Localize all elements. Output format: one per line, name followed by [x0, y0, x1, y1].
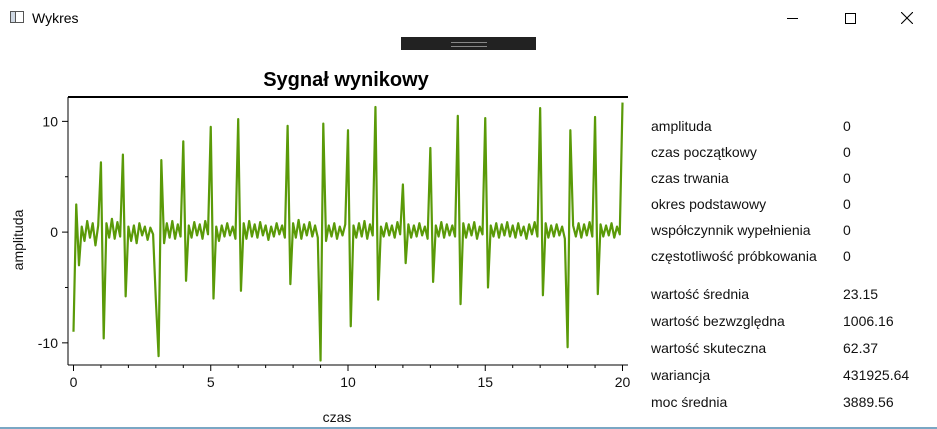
stat-row: wariancja 431925.64 [651, 367, 931, 387]
stat-value: 1006.16 [843, 313, 894, 329]
stat-row: współczynnik wypełnienia 0 [651, 222, 931, 242]
stat-label: współczynnik wypełnienia [651, 222, 811, 238]
stat-label: amplituda [651, 118, 712, 134]
stat-value: 23.15 [843, 286, 879, 302]
stat-value: 0 [843, 248, 851, 264]
stat-value: 62.37 [843, 340, 879, 356]
stat-label: czas trwania [651, 170, 729, 186]
x-tick-label: 20 [615, 374, 631, 390]
close-icon [901, 12, 913, 24]
stat-value: 0 [843, 118, 851, 134]
chart: Sygnał wynikowy amplituda czas 0 5 10 15 20 -… [10, 69, 631, 425]
y-tick-label: -10 [38, 335, 58, 351]
stat-label: czas początkowy [651, 144, 757, 160]
stat-value: 0 [843, 222, 851, 238]
x-tick-label: 0 [70, 374, 78, 390]
y-axis-label: amplituda [10, 209, 26, 270]
x-tick-label: 15 [477, 374, 493, 390]
splitter-handle[interactable] [401, 37, 536, 50]
stat-row: amplituda 0 [651, 118, 931, 138]
stat-label: moc średnia [651, 394, 728, 410]
minimize-icon [786, 17, 798, 19]
minimize-button[interactable] [769, 0, 815, 36]
maximize-icon [844, 12, 856, 24]
stat-row: czas trwania 0 [651, 170, 931, 190]
stat-value: 0 [843, 144, 851, 160]
x-axis-label: czas [323, 409, 352, 425]
window-title: Wykres [32, 10, 79, 26]
stat-value: 0 [843, 170, 851, 186]
stat-row: wartość średnia 23.15 [651, 286, 931, 306]
window-bottom-border [0, 427, 937, 429]
stat-row: czas początkowy 0 [651, 144, 931, 164]
maximize-button[interactable] [827, 0, 873, 36]
stat-label: wartość bezwzględna [651, 313, 785, 329]
stat-label: wariancja [651, 367, 711, 383]
y-tick-label: 0 [50, 224, 58, 240]
stat-value: 431925.64 [843, 367, 910, 383]
chart-title: Sygnał wynikowy [263, 69, 429, 91]
y-tick-label: 10 [42, 113, 58, 129]
stat-label: okres podstawowy [651, 196, 767, 212]
stat-label: częstotliwość próbkowania [651, 248, 817, 264]
title-bar: Wykres [0, 0, 937, 36]
stat-label: wartość średnia [651, 286, 750, 302]
stat-row: moc średnia 3889.56 [651, 394, 931, 414]
window-app-icon [10, 11, 24, 23]
stat-row: wartość skuteczna 62.37 [651, 340, 931, 360]
signal-line [72, 102, 624, 362]
stat-value: 3889.56 [843, 394, 894, 410]
x-tick-label: 5 [207, 374, 215, 390]
stat-value: 0 [843, 196, 851, 212]
stat-label: wartość skuteczna [651, 340, 767, 356]
stat-row: okres podstawowy 0 [651, 196, 931, 216]
x-tick-label: 10 [340, 374, 356, 390]
close-button[interactable] [884, 0, 930, 36]
stat-row: wartość bezwzględna 1006.16 [651, 313, 931, 333]
stat-row: częstotliwość próbkowania 0 [651, 248, 931, 268]
